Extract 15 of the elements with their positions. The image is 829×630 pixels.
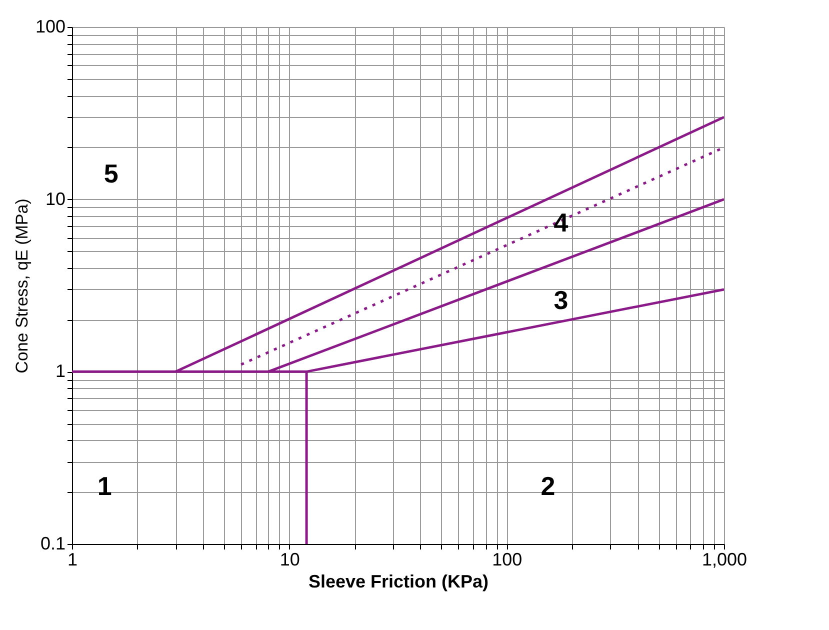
y-tick-label: 10 [45, 188, 66, 209]
x-tick-label: 10 [280, 550, 300, 570]
x-axis-title: Sleeve Friction (KPa) [308, 572, 489, 592]
annotation: 1 [97, 471, 112, 502]
annotation: 4 [554, 207, 569, 238]
annotation: 5 [104, 158, 118, 188]
x-tick-label: 100 [492, 550, 522, 570]
y-tick-label: 100 [35, 16, 66, 36]
annotation: 2 [540, 471, 556, 502]
x-tick-label: 1,000 [702, 550, 748, 570]
y-tick-label: 0.1 [40, 534, 66, 554]
y-tick-label: 1 [55, 361, 66, 382]
y-axis-title: Cone Stress, qE (MPa) [12, 198, 32, 374]
x-tick-label: 1 [67, 550, 78, 570]
annotation: 3 [554, 285, 568, 316]
